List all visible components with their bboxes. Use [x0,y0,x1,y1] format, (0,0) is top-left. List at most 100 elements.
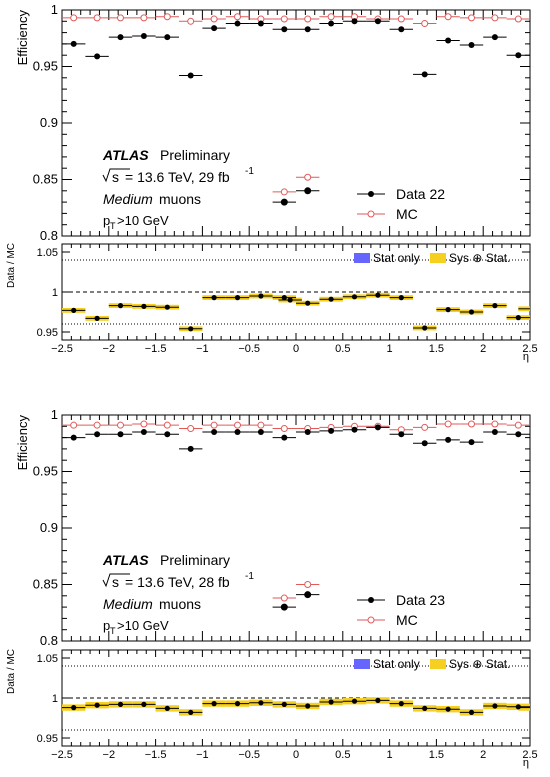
ratio-point [108,303,133,309]
ratio-point [179,709,203,716]
efficiency-y-ticks: 0.8 0.85 0.9 0.95 1 [33,2,530,243]
efficiency-x-ticks [61,415,531,641]
svg-text:T: T [110,626,116,636]
x-tick-label: 2 [480,749,486,761]
mc-point [179,17,203,25]
ratio-point [366,292,390,298]
mc-point [413,20,437,28]
ratio-tick-label: 1.05 [37,247,58,259]
mc-point [436,13,460,21]
ratio-points [62,697,530,716]
ratio-tick-label: 1.05 [37,653,58,665]
data-point [225,428,250,435]
x-axis-label: η [523,757,529,769]
mc-point [436,420,460,428]
ratio-x-ticks: −2.5 −2 −1.5 −1 −0.5 0 0.5 1 1.5 2 2.5 [51,650,538,761]
data-point [62,40,86,47]
mc-point [296,15,320,23]
ratio-reference-lines [62,665,530,731]
data-point [483,428,507,435]
data-point [506,431,530,438]
efficiency-axis-label: Efficiency [15,415,30,471]
ratio-point [319,699,343,705]
mc-point [85,14,109,22]
legend-mc-marker [357,210,385,218]
svg-text:>10 GeV: >10 GeV [117,618,169,633]
efficiency-tick-label: 0.95 [33,464,58,479]
ratio-legend: Stat only Sys ⊕ Stat. [354,657,510,671]
ratio-point [62,307,86,313]
muons-label: muons [159,596,201,612]
mc-point [179,425,203,433]
data-point [319,20,343,27]
x-tick-label: 0 [293,343,299,355]
muons-label: muons [159,191,201,207]
ratio-point [506,704,530,710]
ratio-points [62,292,530,332]
efficiency-x-ticks [61,10,531,236]
data-point [272,434,296,441]
efficiency-data-points [62,18,530,206]
energy-lumi-label: s = 13.6 TeV, 28 fb -1 [102,571,254,590]
legend-sys-swatch [430,253,446,263]
ratio-point [225,701,250,707]
mc-point [296,581,320,588]
mc-point [272,188,296,196]
legend-data-label: Data 23 [396,592,445,608]
ratio-point [155,705,179,712]
x-tick-label: −1 [196,343,209,355]
ratio-x-ticks: −2.5 −2 −1.5 −1 −0.5 0 0.5 1 1.5 2 2.5 [51,244,538,355]
data-point [436,37,460,44]
data-point [62,434,86,441]
ratio-point [483,303,507,309]
mc-point [483,14,507,22]
legend-stat-label: Stat only [373,251,420,265]
legend-mc-marker [357,616,385,624]
ratio-point [225,295,250,301]
ratio-point [249,293,273,299]
data-point [155,34,179,41]
mc-point [132,14,156,22]
efficiency-tick-label: 0.9 [40,115,58,130]
ratio-point [413,325,437,331]
efficiency-tick: 0.85 [33,172,530,187]
legend-mc-label: MC [396,612,418,628]
efficiency-tick-label: 0.9 [40,520,58,535]
mc-point [155,421,179,429]
ratio-point [296,300,320,306]
mc-point [108,421,133,429]
mc-point [272,425,296,433]
mc-point [296,173,320,181]
x-tick-label: 0.5 [335,343,350,355]
data-point [85,431,109,438]
svg-text:T: T [110,221,116,231]
data-point [225,20,250,27]
data-point [249,20,273,27]
data-point [296,428,320,435]
data-point [366,18,390,25]
ratio-point [296,703,320,709]
ratio-point [85,315,109,321]
ratio-tick-label: 0.95 [37,733,58,745]
ratio-point [155,304,179,310]
mc-point [506,421,530,429]
x-tick-label: 1.5 [429,749,444,761]
x-axis-label: η [523,351,529,363]
mc-point [389,15,413,23]
mc-point [85,421,109,429]
data-point [179,72,203,79]
legend-data-marker [357,597,385,603]
ratio-point [459,709,484,716]
legend-stat-swatch [354,253,370,263]
efficiency-tick-label: 0.85 [33,172,58,187]
efficiency-tick-label: 0.8 [40,633,58,648]
efficiency-tick-label: 1 [51,2,58,17]
ratio-point [389,701,413,707]
data-point [413,71,437,78]
medium-label: Medium [103,191,153,207]
mc-point [225,421,250,429]
data-point [85,53,109,60]
svg-text:>10 GeV: >10 GeV [117,213,169,228]
ratio-y-ticks: 0.95 1 1.05 [37,653,530,745]
